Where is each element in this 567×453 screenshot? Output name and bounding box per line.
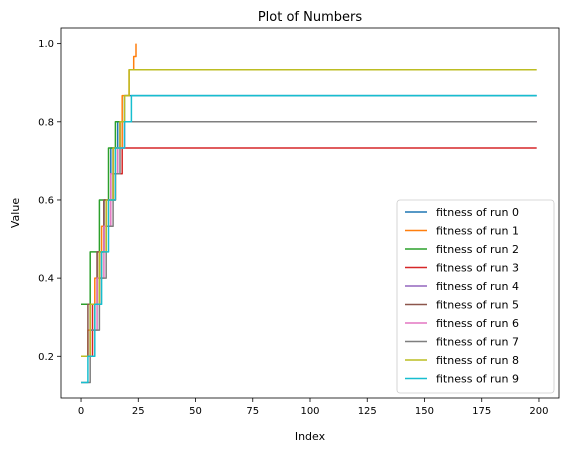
x-tick-label: 50 [189,406,202,417]
x-axis: 0 25 50 75 100 125 150 175 200 [78,398,549,417]
x-tick-label: 75 [246,406,259,417]
legend: fitness of run 0 fitness of run 1 fitness … [396,199,555,394]
series-lines [81,43,537,384]
x-tick-label: 25 [132,406,145,417]
legend-label-0: fitness of run 0 [436,206,519,219]
plot-area [81,43,537,384]
series-line-9 [81,94,537,384]
y-axis-label: Value [9,198,22,228]
y-tick-label: 0.2 [38,352,54,363]
x-axis-label: Index [295,430,326,443]
x-tick-label: 125 [358,406,377,417]
x-tick-label: 150 [415,406,434,417]
legend-label-4: fitness of run 4 [436,280,519,293]
chart-title: Plot of Numbers [258,10,363,25]
y-axis: 0.2 0.4 0.6 0.8 1.0 [38,39,61,363]
legend-label-2: fitness of run 2 [436,243,519,256]
x-tick-label: 100 [300,406,319,417]
x-tick-label: 175 [472,406,491,417]
legend-label-6: fitness of run 6 [436,317,519,330]
legend-label-1: fitness of run 1 [436,225,519,238]
y-tick-label: 0.8 [38,117,54,128]
x-tick-label: 0 [78,406,84,417]
legend-box [396,199,555,394]
legend-label-9: fitness of run 9 [436,373,519,386]
y-tick-label: 1.0 [38,39,54,50]
x-tick-label: 200 [529,406,548,417]
legend-label-3: fitness of run 3 [436,262,519,275]
y-tick-label: 0.6 [38,195,54,206]
legend-label-8: fitness of run 8 [436,354,519,367]
y-tick-label: 0.4 [38,274,54,285]
legend-label-7: fitness of run 7 [436,336,519,349]
legend-label-5: fitness of run 5 [436,299,519,312]
